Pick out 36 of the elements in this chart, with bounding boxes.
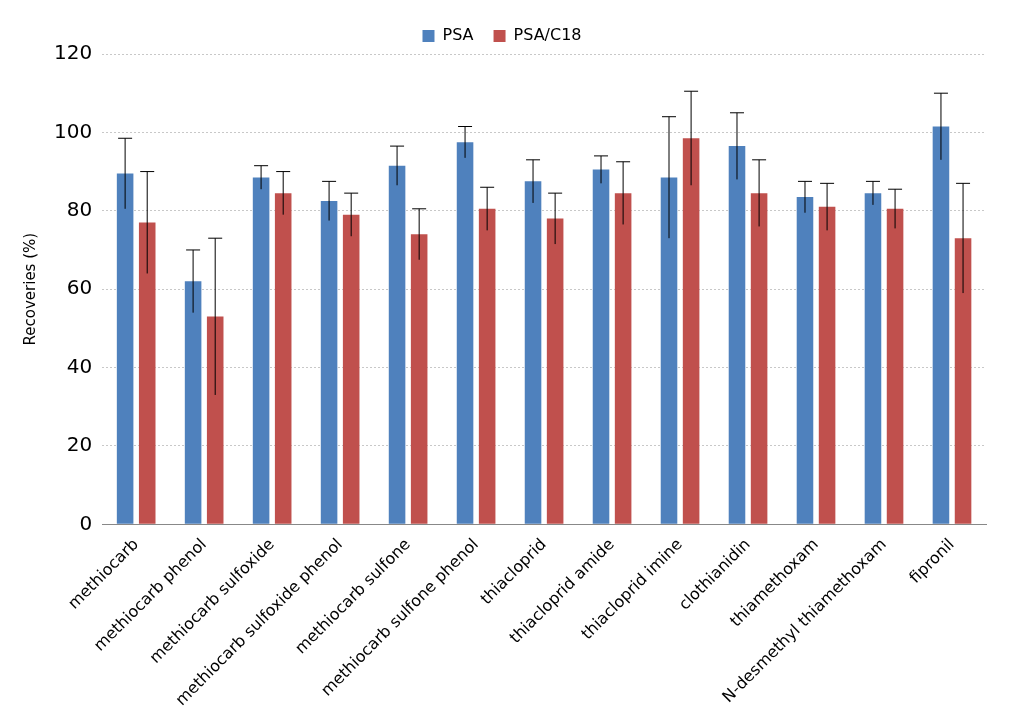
bar — [954, 238, 972, 524]
bar — [320, 200, 338, 524]
bar — [184, 281, 202, 524]
y-axis-title: Recoveries (%) — [20, 232, 39, 346]
bar — [546, 218, 564, 524]
bar — [728, 146, 746, 524]
legend-label: PSA — [442, 25, 474, 45]
bar — [796, 197, 814, 524]
legend-label: PSA/C18 — [513, 25, 582, 45]
y-tick-label: 40 — [66, 353, 93, 378]
y-tick-label: 60 — [66, 275, 93, 300]
y-tick-label: 120 — [53, 40, 93, 65]
bar — [682, 138, 700, 524]
bar — [410, 234, 428, 524]
bar — [388, 165, 406, 524]
bar — [456, 142, 474, 524]
bar — [524, 181, 542, 524]
bar — [252, 177, 270, 524]
bar — [206, 316, 224, 524]
bar — [274, 193, 292, 524]
y-tick-label: 80 — [66, 196, 93, 221]
bar — [592, 169, 610, 524]
bar — [750, 193, 768, 524]
bar — [886, 208, 904, 524]
bar — [478, 208, 496, 524]
y-tick-label: 20 — [66, 432, 93, 457]
bar — [342, 214, 360, 524]
bar — [614, 193, 632, 524]
bar — [932, 126, 950, 524]
bar — [660, 177, 678, 524]
y-tick-label: 100 — [53, 118, 93, 143]
y-tick-label: 0 — [79, 510, 93, 535]
bar — [864, 193, 882, 524]
bar — [116, 173, 134, 524]
bar — [138, 222, 156, 524]
bar — [818, 206, 836, 524]
